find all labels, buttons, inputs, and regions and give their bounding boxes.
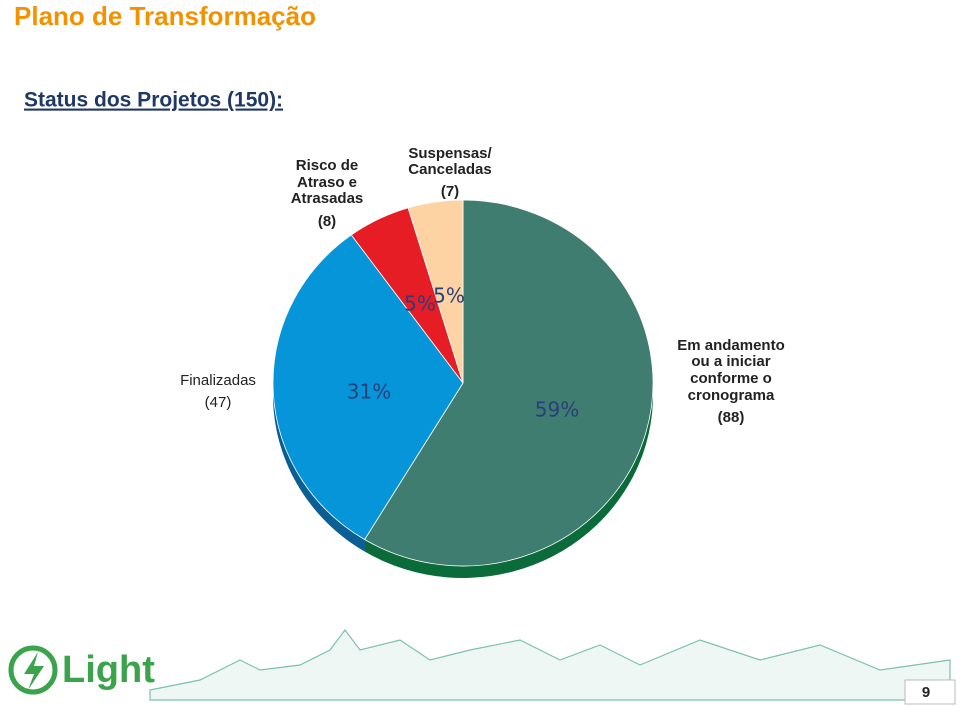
slice (407, 199, 464, 384)
skyline (149, 629, 951, 701)
category-label: Suspensas/ (408, 145, 492, 162)
count-label: (7) (441, 183, 459, 200)
subtitle: Status dos Projetos (150): (24, 89, 283, 112)
category-label: Finalizadas (180, 372, 256, 389)
category-label: cronograma (688, 387, 775, 404)
page-number: 9 (922, 684, 930, 701)
category-label: ou a iniciar (691, 353, 770, 370)
category-label: Atrasadas (291, 190, 364, 207)
percent-label: 59% (535, 398, 579, 422)
logo-text: Light (62, 649, 155, 691)
category-label: Canceladas (408, 161, 491, 178)
category-label: Em andamento (677, 337, 785, 354)
count-label: (47) (205, 394, 232, 411)
category-label: Atraso e (297, 174, 357, 191)
percent-label: 5% (433, 284, 465, 308)
slide-title: Plano de Transformação (14, 1, 316, 31)
pie (272, 199, 654, 578)
category-label: Risco de (296, 157, 359, 174)
percent-label: 31% (347, 380, 391, 404)
page-box (904, 679, 956, 705)
category-label: conforme o (690, 370, 772, 387)
logo-icon (8, 645, 58, 695)
slice (364, 199, 654, 567)
count-label: (8) (318, 213, 336, 230)
logo-bolt (24, 652, 44, 690)
slice (272, 234, 464, 541)
percent-label: 5% (404, 292, 436, 316)
count-label: (88) (718, 409, 745, 426)
